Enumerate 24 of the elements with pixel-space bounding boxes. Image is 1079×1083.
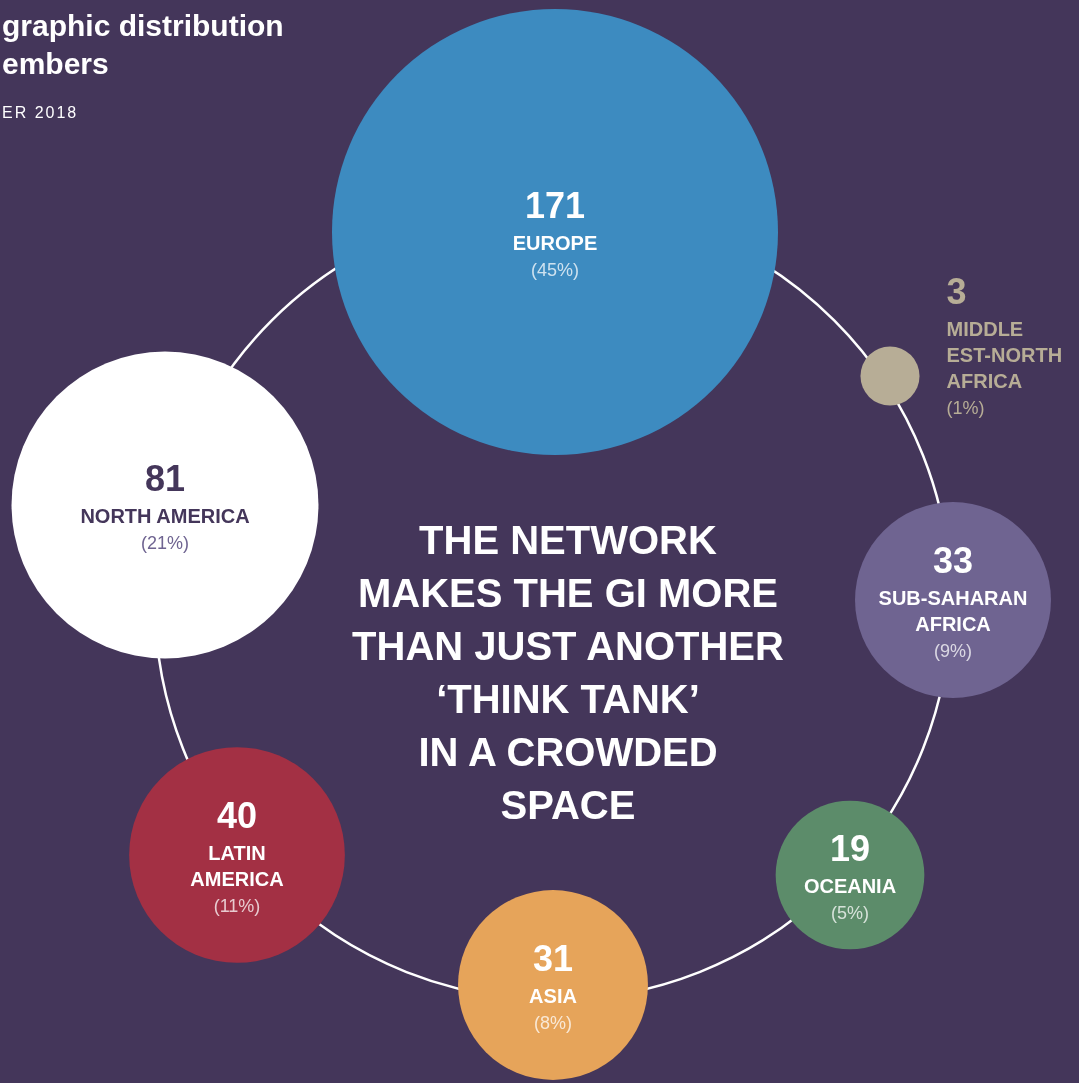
text: THE NETWORK MAKES THE GI MORE THAN JUST ANOTHER ‘THINK TANK’ IN A CROWDED SPACE [352,518,785,827]
text: (9%) [933,641,973,661]
data-label: 31 [532,938,574,979]
text: graphic distribution embers [2,9,284,80]
data-label: 19 [829,828,871,869]
category-label: MIDDLE EST-NORTH AFRICA [946,318,1063,392]
data-label: 40 [216,795,258,836]
category-label: SUB-SAHARAN AFRICA [878,587,1028,635]
text: (5%) [830,903,870,923]
text: (45%) [530,260,580,280]
category-label: ASIA [529,985,577,1007]
category-label: EUROPE [512,232,598,254]
data-label: 171 [524,185,586,226]
data-label: 33 [932,540,974,581]
text: (21%) [140,533,190,553]
category-label: LATIN AMERICA [190,842,284,890]
text: (11%) [213,896,261,916]
data-label: 3 [946,271,967,312]
category-label: NORTH AMERICA [80,505,250,527]
category-label: OCEANIA [803,875,897,897]
text: ER 2018 [2,104,79,121]
data-label: 81 [144,458,186,499]
text: (8%) [533,1013,573,1033]
text: (1%) [946,398,985,418]
